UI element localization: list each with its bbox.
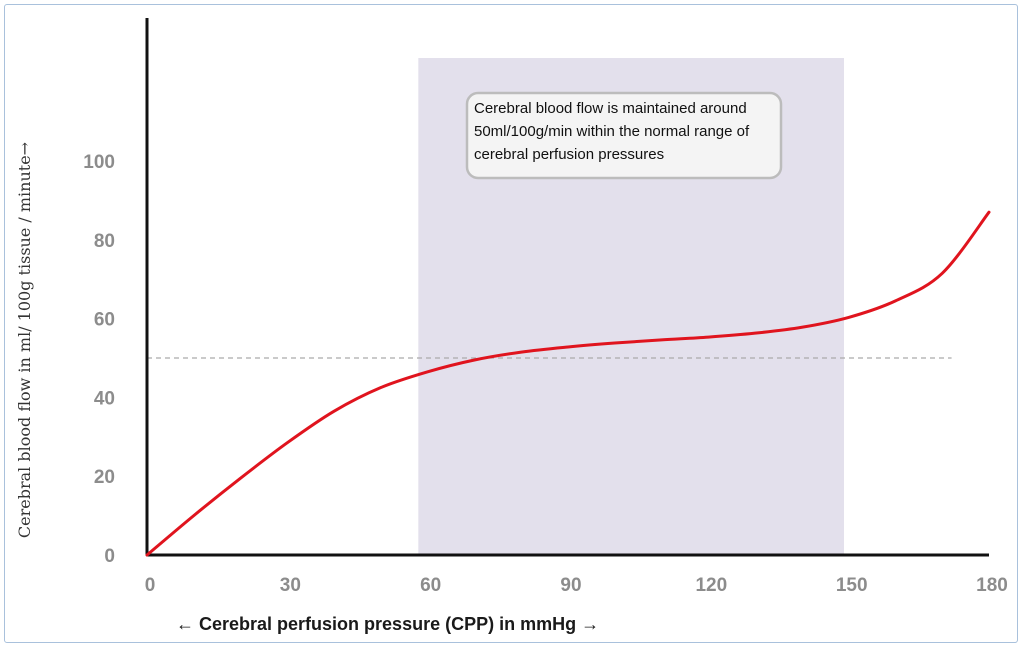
x-tick-label: 180 — [976, 575, 1008, 596]
annotation-box-border — [465, 91, 783, 180]
y-tick-label: 0 — [104, 546, 115, 567]
y-tick-label: 40 — [94, 388, 115, 409]
chart-frame — [4, 4, 1018, 643]
annotation-line-3: cerebral perfusion pressures — [474, 146, 664, 163]
y-tick-label: 60 — [94, 310, 115, 331]
axes — [145, 18, 989, 557]
cbf-curve — [145, 210, 991, 557]
x-axis-label: ← Cerebral perfusion pressure (CPP) in m… — [176, 614, 599, 634]
annotation-line-2: 50ml/100g/min within the normal range of — [474, 123, 750, 140]
tick-labels: 0 30 60 90 120 150 180 0 20 40 60 80 100 — [83, 152, 1008, 596]
y-axis-label: Cerebral blood flow in ml/ 100g tissue /… — [15, 142, 34, 538]
y-tick-label: 20 — [94, 467, 115, 488]
x-tick-label: 150 — [836, 575, 868, 596]
annotation-line-1: Cerebral blood flow is maintained around — [474, 100, 747, 117]
x-tick-label: 0 — [145, 575, 156, 596]
x-tick-label: 90 — [560, 575, 581, 596]
series-layer — [145, 210, 991, 557]
annotation-box: Cerebral blood flow is maintained around… — [465, 91, 783, 180]
y-tick-label: 80 — [94, 231, 115, 252]
x-tick-label: 120 — [695, 575, 727, 596]
x-tick-label: 30 — [280, 575, 301, 596]
x-tick-label: 60 — [420, 575, 441, 596]
y-tick-label: 100 — [83, 152, 115, 173]
